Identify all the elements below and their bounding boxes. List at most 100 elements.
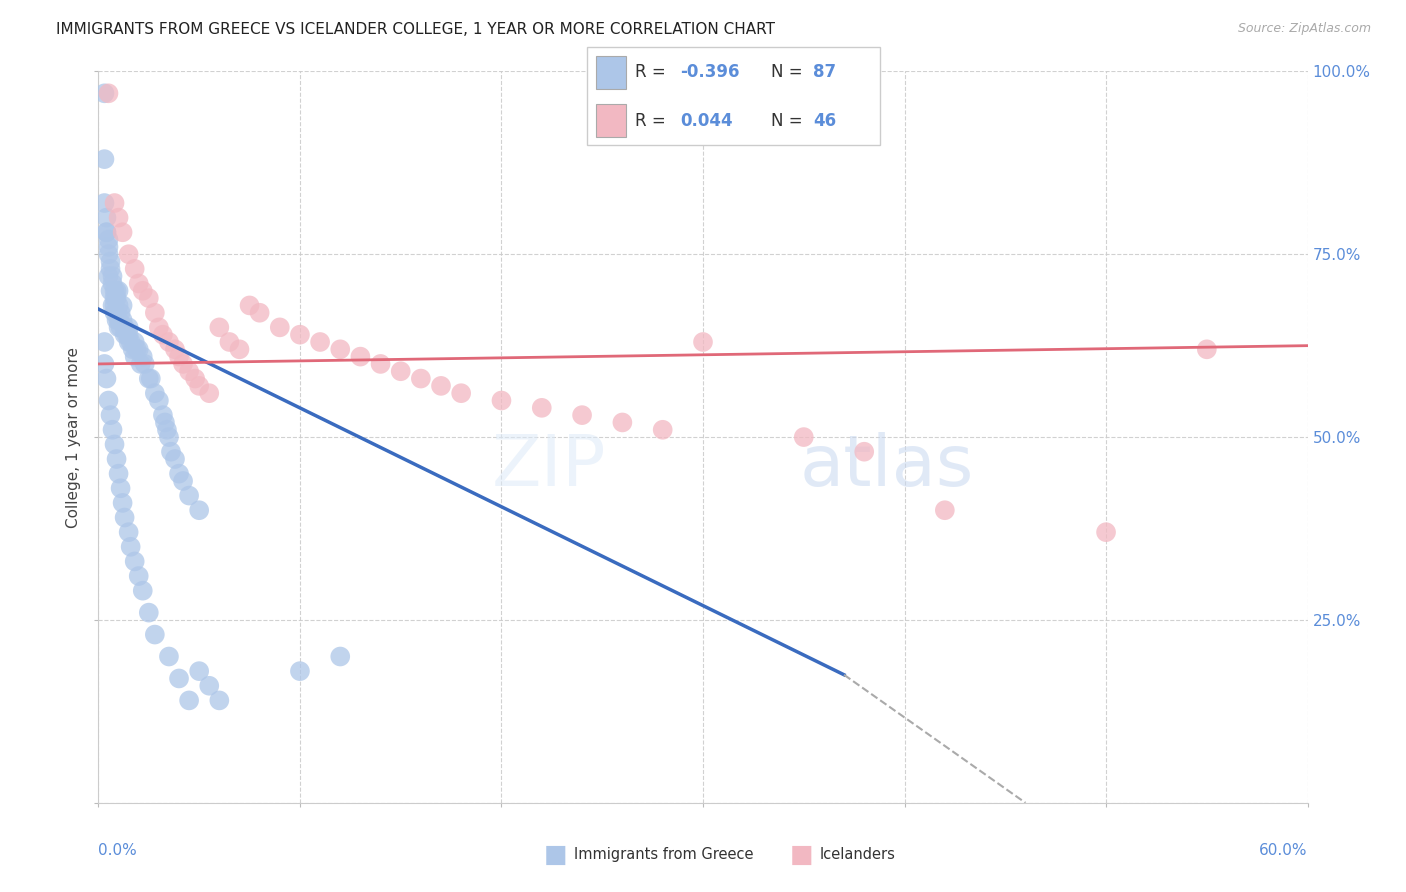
Point: [269, 320, 291, 334]
Point: [218, 334, 240, 349]
Point: [167, 672, 190, 686]
Point: [370, 357, 392, 371]
Point: [97, 87, 120, 101]
Point: [143, 306, 166, 320]
Point: [105, 313, 128, 327]
Point: [100, 408, 122, 422]
Point: [128, 277, 150, 291]
Point: [208, 693, 231, 707]
Point: [138, 371, 160, 385]
Point: [160, 444, 183, 458]
Point: [692, 334, 714, 349]
Point: [93, 152, 115, 166]
Point: [103, 291, 125, 305]
FancyBboxPatch shape: [596, 104, 626, 137]
Point: [156, 423, 179, 437]
Point: [134, 357, 156, 371]
Point: [96, 225, 118, 239]
Point: [93, 196, 115, 211]
Point: [93, 334, 115, 349]
Point: [152, 408, 174, 422]
Point: [430, 379, 453, 393]
Point: [188, 379, 211, 393]
Point: [1095, 525, 1118, 540]
Point: [138, 291, 160, 305]
Point: [309, 334, 332, 349]
Point: [153, 416, 176, 430]
Y-axis label: College, 1 year or more: College, 1 year or more: [66, 347, 82, 527]
Point: [97, 269, 120, 284]
Point: [249, 306, 271, 320]
Point: [120, 540, 142, 554]
Point: [111, 298, 134, 312]
Point: [651, 423, 673, 437]
Point: [93, 357, 115, 371]
Point: [101, 423, 124, 437]
Point: [148, 320, 170, 334]
Point: [118, 525, 141, 540]
Point: [114, 510, 136, 524]
Point: [143, 627, 166, 641]
Point: [163, 343, 186, 357]
Text: 87: 87: [813, 63, 837, 81]
Text: ZIP: ZIP: [492, 432, 606, 500]
Point: [124, 554, 146, 568]
Point: [167, 350, 190, 364]
Point: [128, 569, 150, 583]
Point: [110, 320, 132, 334]
FancyBboxPatch shape: [586, 46, 880, 145]
Point: [111, 496, 134, 510]
Point: [103, 196, 125, 211]
Point: [208, 320, 231, 334]
Point: [120, 334, 142, 349]
Point: [118, 247, 141, 261]
Point: [110, 306, 132, 320]
Point: [132, 350, 155, 364]
Point: [118, 320, 141, 334]
Point: [329, 343, 352, 357]
Point: [118, 334, 141, 349]
Point: [107, 211, 129, 225]
Point: [132, 583, 155, 598]
Text: R =: R =: [636, 63, 671, 81]
Point: [121, 343, 143, 357]
Text: Source: ZipAtlas.com: Source: ZipAtlas.com: [1237, 22, 1371, 36]
Point: [125, 343, 148, 357]
Point: [118, 327, 141, 342]
Point: [105, 291, 128, 305]
Point: [530, 401, 553, 415]
Point: [107, 467, 129, 481]
Point: [1195, 343, 1218, 357]
Point: [105, 284, 128, 298]
Point: [101, 298, 124, 312]
Text: 0.044: 0.044: [681, 112, 733, 129]
Point: [157, 430, 180, 444]
Point: [96, 225, 118, 239]
Point: [97, 233, 120, 247]
Point: [389, 364, 412, 378]
Point: [793, 430, 815, 444]
Point: [288, 327, 311, 342]
Point: [188, 664, 211, 678]
Point: [111, 313, 134, 327]
Point: [97, 393, 120, 408]
Point: [110, 481, 132, 495]
Point: [157, 649, 180, 664]
Text: atlas: atlas: [800, 432, 974, 500]
Point: [107, 313, 129, 327]
Point: [103, 437, 125, 451]
Point: [114, 327, 136, 342]
Point: [96, 371, 118, 385]
Point: [103, 298, 125, 312]
Point: [100, 284, 122, 298]
Text: ■: ■: [544, 843, 567, 866]
Text: N =: N =: [770, 112, 808, 129]
FancyBboxPatch shape: [596, 56, 626, 88]
Point: [179, 693, 201, 707]
Point: [138, 606, 160, 620]
Point: [139, 371, 162, 385]
Text: IMMIGRANTS FROM GREECE VS ICELANDER COLLEGE, 1 YEAR OR MORE CORRELATION CHART: IMMIGRANTS FROM GREECE VS ICELANDER COLL…: [56, 22, 775, 37]
Point: [97, 247, 120, 261]
Point: [105, 452, 128, 467]
Point: [129, 357, 152, 371]
